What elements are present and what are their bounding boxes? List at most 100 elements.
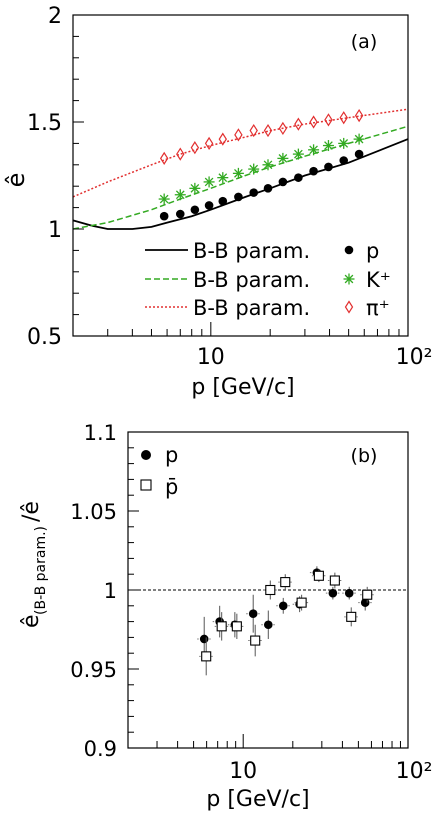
data-point-p xyxy=(294,173,303,182)
y-tick-label: 1.5 xyxy=(27,111,62,136)
legend-marker xyxy=(343,273,355,285)
x-tick-label: 10 xyxy=(229,759,257,784)
legend-marker-proton xyxy=(141,450,151,460)
data-point-proton xyxy=(199,634,209,644)
x-axis-label: p [GeV/c] xyxy=(206,787,309,812)
legend-marker-label: K⁺ xyxy=(366,268,391,292)
legend-marker-antiproton xyxy=(140,479,152,491)
data-point-antiproton xyxy=(280,577,291,588)
data-point-pion xyxy=(354,108,364,123)
data-point-kaon xyxy=(353,133,365,145)
data-point-antiproton xyxy=(265,584,276,596)
star-stroke xyxy=(175,190,185,200)
data-point-p xyxy=(175,209,185,219)
star-stroke xyxy=(263,160,273,170)
legend-line-label: B-B param. xyxy=(193,239,310,263)
x-tick-label: 10² xyxy=(396,759,433,784)
data-point-kaon xyxy=(262,159,274,171)
y-tick-label: 0.5 xyxy=(27,325,62,350)
data-point-kaon xyxy=(338,137,350,149)
y-tick-label: 1 xyxy=(48,218,62,243)
data-point-pion xyxy=(263,123,273,138)
star-stroke xyxy=(190,183,200,193)
star-stroke xyxy=(309,145,318,155)
data-point-pion xyxy=(294,117,303,131)
star-stroke xyxy=(234,169,243,178)
data-point-proton xyxy=(344,588,354,598)
data-point-kaon xyxy=(277,152,289,164)
data-point-pion xyxy=(234,128,243,142)
y-tick-label: 1.1 xyxy=(84,421,117,445)
star-stroke xyxy=(278,154,288,163)
data-point-kaon xyxy=(217,172,229,184)
data-point-pion xyxy=(176,147,185,161)
legend-marker-label: π⁺ xyxy=(366,296,390,320)
data-point-p xyxy=(234,192,243,202)
star-stroke xyxy=(249,164,259,174)
legend-label-proton: p xyxy=(165,443,178,467)
data-point-antiproton xyxy=(329,575,340,586)
data-point-antiproton xyxy=(250,635,261,646)
data-point-antiproton xyxy=(216,621,227,632)
data-point-kaon xyxy=(322,140,334,152)
panel-a-frame xyxy=(72,14,409,337)
data-point-kaon xyxy=(203,176,215,188)
legend-marker xyxy=(344,245,354,255)
legend-marker xyxy=(344,300,354,314)
y-axis-label-main: ê xyxy=(19,614,44,628)
star-stroke xyxy=(218,173,228,182)
data-point-kaon xyxy=(308,144,320,156)
curve-kaon xyxy=(72,125,409,230)
data-point-pion xyxy=(278,121,288,136)
data-point-antiproton xyxy=(296,597,307,608)
data-point-kaon xyxy=(248,163,260,175)
data-point-pion xyxy=(159,151,169,165)
data-point-kaon xyxy=(174,189,186,201)
y-axis-label: ê(B-B param.) /ê xyxy=(19,501,49,628)
data-point-p xyxy=(324,162,333,172)
legend-label-antiproton: p̄ xyxy=(165,475,178,499)
panel-b: 0.9 0.95 1 1.05 1.1 10 10² p [GeV/c] ê(B-B param… xyxy=(19,421,432,812)
x-axis-label: p [GeV/c] xyxy=(191,375,294,400)
data-point-p xyxy=(263,184,273,193)
data-point-pion xyxy=(249,123,258,138)
legend-line-label: B-B param. xyxy=(193,268,310,292)
data-point-pion xyxy=(309,115,318,129)
y-tick-label: 1.05 xyxy=(70,500,117,524)
star-stroke xyxy=(344,274,354,284)
y-tick-label: 1 xyxy=(104,579,117,603)
data-point-antiproton xyxy=(231,621,242,632)
y-tick-label: 0.95 xyxy=(70,658,117,682)
y-tick-label: 0.9 xyxy=(84,737,117,761)
data-point-pion xyxy=(218,132,228,146)
x-tick-label: 10² xyxy=(396,345,433,370)
star-stroke xyxy=(159,194,169,204)
data-point-p xyxy=(190,205,200,215)
data-point-p xyxy=(354,149,364,159)
data-point-kaon xyxy=(158,193,170,205)
legend-line-label: B-B param. xyxy=(193,296,310,320)
data-point-p xyxy=(339,156,349,165)
data-point-p xyxy=(309,166,318,176)
star-stroke xyxy=(339,139,349,148)
curve-pion xyxy=(72,108,409,198)
data-point-kaon xyxy=(292,148,304,160)
data-point-antiproton xyxy=(362,589,373,600)
data-point-antiproton xyxy=(201,651,212,662)
data-point-antiproton xyxy=(346,611,357,622)
y-tick-label: 2 xyxy=(48,4,62,29)
y-axis-label-subscript: (B-B param.) xyxy=(33,526,49,615)
data-point-proton xyxy=(278,601,288,611)
star-stroke xyxy=(204,177,214,187)
data-point-proton xyxy=(248,609,258,618)
panel-label: (b) xyxy=(351,445,378,467)
legend-marker-label: p xyxy=(366,239,379,263)
data-point-p xyxy=(218,196,228,206)
data-point-kaon xyxy=(189,182,201,194)
panel-a: 0.5 1 1.5 2 10 10² p [GeV/c] ê (a) B-B param. p B-B… xyxy=(2,4,432,400)
y-axis-label-tail: /ê xyxy=(19,501,44,522)
data-point-p xyxy=(249,188,259,197)
star-stroke xyxy=(354,134,364,144)
data-point-p xyxy=(159,211,169,221)
